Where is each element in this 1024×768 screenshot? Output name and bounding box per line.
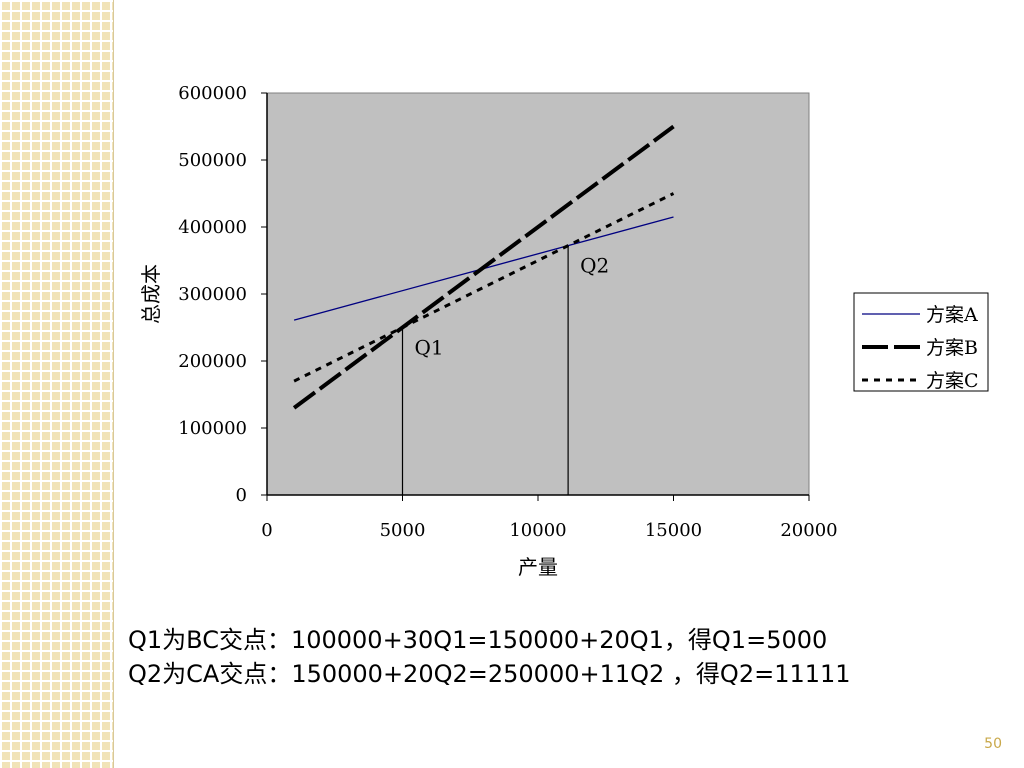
x-tick-label: 5000	[380, 520, 426, 541]
x-tick-label: 0	[261, 520, 272, 541]
equation-q1: Q1为BC交点：100000+30Q1=150000+20Q1，得Q1=5000	[128, 626, 828, 654]
legend-label-2: 方案B	[926, 337, 978, 359]
annotation-label-q1: Q1	[415, 336, 444, 360]
y-tick-label: 400000	[178, 217, 247, 238]
page-number: 50	[984, 736, 1002, 752]
legend-label-3: 方案C	[926, 370, 979, 392]
legend-box	[853, 292, 989, 392]
cost-chart: 0 5000 10000 15000 2000001000002000003000004…	[139, 83, 989, 579]
legend-label-1: 方案A	[926, 304, 978, 326]
y-tick-label: 500000	[178, 150, 247, 171]
x-tick-label: 15000	[645, 520, 702, 541]
x-tick-label: 10000	[509, 520, 566, 541]
y-axis-label: 总成本	[139, 264, 163, 324]
x-tick-label: 20000	[780, 520, 837, 541]
series-line-3	[293, 192, 675, 383]
plot-area	[266, 92, 810, 496]
series-line-2	[292, 124, 675, 410]
annotation-label-q2: Q2	[580, 254, 609, 278]
y-tick-label: 300000	[178, 284, 247, 305]
y-tick-label: 0	[236, 485, 247, 506]
y-tick-label: 100000	[178, 418, 247, 439]
y-tick-label: 600000	[178, 83, 247, 104]
decorative-sidebar	[0, 0, 114, 768]
equation-q2: Q2为CA交点：150000+20Q2=250000+11Q2 ，得Q2=111…	[128, 660, 851, 688]
y-tick-label: 200000	[178, 351, 247, 372]
x-axis-label: 产量	[518, 555, 558, 579]
